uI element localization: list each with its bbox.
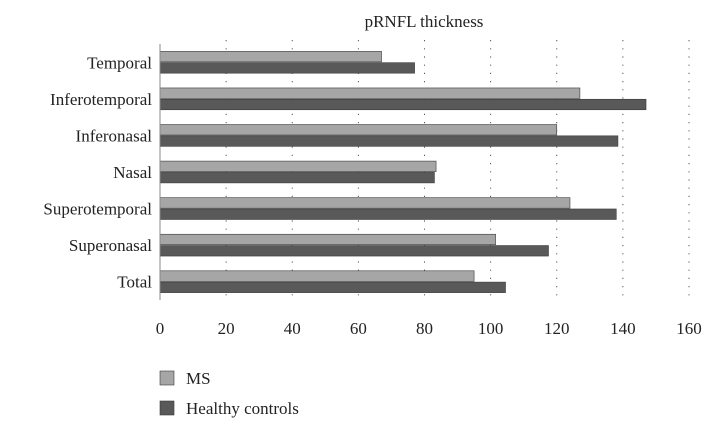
bar-ms-total bbox=[159, 270, 475, 282]
x-tick-labels: 0 20 40 60 80 100 120 140 160 bbox=[156, 319, 702, 338]
category-label: Inferonasal bbox=[76, 126, 153, 145]
x-tick-label: 20 bbox=[218, 319, 235, 338]
bar-ms-temporal bbox=[159, 51, 382, 63]
bar-healthy-controls-superotemporal bbox=[159, 208, 617, 220]
bar-ms-inferonasal bbox=[159, 124, 558, 136]
bar-ms-superotemporal bbox=[159, 197, 571, 209]
bar-healthy-controls-superonasal bbox=[159, 245, 549, 257]
category-label: Temporal bbox=[87, 53, 152, 72]
category-label: Superonasal bbox=[69, 236, 152, 255]
x-tick-label: 40 bbox=[284, 319, 301, 338]
category-label: Nasal bbox=[113, 163, 152, 182]
legend-label: MS bbox=[186, 369, 211, 388]
legend-swatch bbox=[159, 370, 175, 386]
x-tick-label: 120 bbox=[544, 319, 570, 338]
category-label: Superotemporal bbox=[43, 200, 152, 219]
bar-healthy-controls-inferotemporal bbox=[159, 98, 647, 111]
chart-title: pRNFL thickness bbox=[365, 12, 484, 31]
legend: MS Healthy controls bbox=[159, 369, 299, 418]
legend-label: Healthy controls bbox=[186, 399, 299, 418]
x-tick-label: 60 bbox=[350, 319, 367, 338]
legend-swatch bbox=[159, 400, 175, 416]
bar-ms-inferotemporal bbox=[159, 87, 581, 99]
bar-healthy-controls-inferonasal bbox=[159, 135, 619, 147]
bar-healthy-controls-nasal bbox=[159, 172, 435, 184]
category-label: Total bbox=[117, 273, 152, 292]
bar-ms-nasal bbox=[159, 160, 437, 172]
bar-ms-superonasal bbox=[159, 233, 496, 246]
bar-healthy-controls-total bbox=[159, 281, 506, 293]
bar-healthy-controls-temporal bbox=[159, 62, 415, 74]
x-tick-label: 100 bbox=[478, 319, 504, 338]
category-labels: Temporal Inferotemporal Inferonasal Nasal Su… bbox=[43, 53, 152, 291]
x-tick-label: 160 bbox=[676, 319, 702, 338]
category-label: Inferotemporal bbox=[50, 90, 152, 109]
x-tick-label: 80 bbox=[416, 319, 433, 338]
x-tick-label: 140 bbox=[610, 319, 636, 338]
x-tick-label: 0 bbox=[156, 319, 165, 338]
bars bbox=[159, 51, 647, 293]
